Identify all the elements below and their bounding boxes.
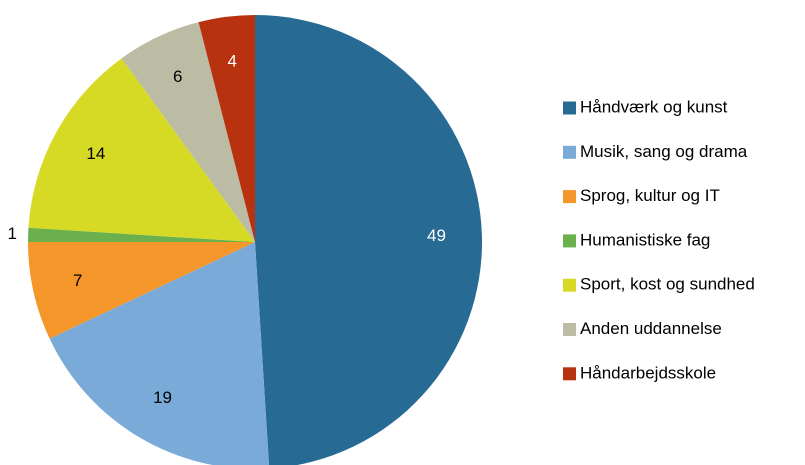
pie-slice bbox=[198, 15, 255, 242]
pie-slice bbox=[49, 242, 270, 465]
legend-label: Håndværk og kunst bbox=[580, 97, 728, 116]
pie-slice bbox=[28, 227, 255, 242]
data-label: 14 bbox=[86, 144, 105, 163]
pie-slice bbox=[28, 58, 255, 242]
legend-label: Sport, kost og sundhed bbox=[580, 275, 755, 294]
legend-swatch bbox=[563, 234, 576, 248]
legend-swatch bbox=[563, 367, 576, 381]
pie-slice bbox=[121, 22, 255, 242]
legend-label: Musik, sang og drama bbox=[580, 142, 748, 161]
legend-swatch bbox=[563, 323, 576, 336]
pie-slice bbox=[28, 242, 255, 339]
data-label: 1 bbox=[7, 224, 16, 243]
data-label: 4 bbox=[228, 51, 237, 70]
legend-label: Humanistiske fag bbox=[580, 230, 710, 249]
legend-label: Sprog, kultur og IT bbox=[580, 186, 720, 205]
legend-swatch bbox=[563, 278, 576, 292]
data-label: 6 bbox=[173, 67, 182, 86]
legend-swatch bbox=[563, 190, 576, 204]
legend-swatch bbox=[563, 145, 576, 159]
legend-label: Håndarbejdsskole bbox=[580, 363, 716, 382]
data-label: 49 bbox=[427, 226, 446, 245]
data-label: 19 bbox=[153, 388, 172, 407]
data-label: 7 bbox=[73, 271, 82, 290]
legend-label: Anden uddannelse bbox=[580, 319, 722, 338]
pie-slice bbox=[255, 15, 482, 465]
legend-swatch bbox=[563, 101, 576, 115]
